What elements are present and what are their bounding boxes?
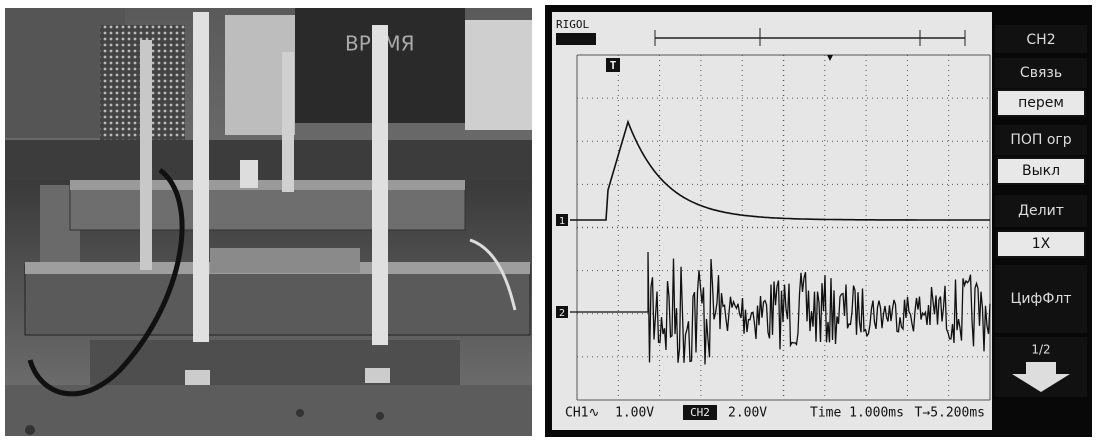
- menu-label[interactable]: ПОП огр: [1010, 132, 1071, 148]
- menu-title: CH2: [1026, 32, 1055, 48]
- ch1-marker: 1: [559, 216, 565, 227]
- ch1-scale: 1.00V: [615, 406, 654, 421]
- grid: [576, 54, 991, 401]
- brand: RIGOL: [556, 18, 589, 31]
- ch2-marker: 2: [559, 308, 565, 319]
- menu-label[interactable]: Делит: [1018, 203, 1064, 219]
- menu-label[interactable]: Связь: [1020, 65, 1062, 81]
- side-menu: CH2 Связь перем ПОП огр Выкл Делит 1X Ци…: [995, 25, 1087, 397]
- menu-page[interactable]: 1/2: [1031, 343, 1050, 357]
- menu-value[interactable]: 1X: [1032, 236, 1051, 252]
- ch1-waveform: [570, 119, 990, 221]
- trigger-marker: T: [610, 59, 617, 72]
- waveforms: [570, 119, 991, 365]
- ch1-label: CH1∿: [565, 406, 599, 421]
- time-base: Time 1.000ms: [810, 406, 904, 421]
- next-page-arrow[interactable]: [1012, 362, 1070, 392]
- menu-label[interactable]: ЦифФлт: [1010, 291, 1071, 307]
- ch2-label: CH2: [690, 406, 710, 419]
- ch2-waveform: [570, 251, 991, 365]
- oscilloscope: RIGOL T 1 2 CH1∿ 1.00V CH2 2.00V Time 1.…: [545, 5, 1092, 437]
- menu-value[interactable]: Выкл: [1022, 163, 1060, 179]
- menu-value[interactable]: перем: [1018, 95, 1064, 111]
- ch2-scale: 2.00V: [728, 406, 767, 421]
- apparatus-photo: ВРЕМЯ: [5, 8, 532, 436]
- trigger-delay: T→5.200ms: [915, 406, 985, 421]
